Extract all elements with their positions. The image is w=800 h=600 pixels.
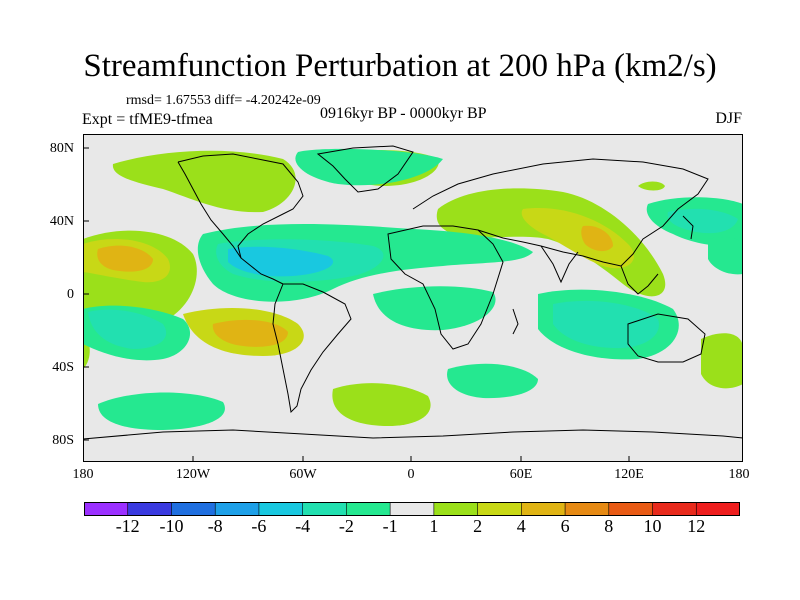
coastline-madagascar <box>512 308 519 335</box>
lon-label-180w: 180 <box>72 467 94 482</box>
contour-cyan-south-ocean <box>98 392 225 430</box>
colorbar-box-10 <box>521 502 566 516</box>
contour-cyan-east-edge <box>708 236 743 275</box>
contour-green-south-atlantic <box>332 383 431 426</box>
contour-green-eurasia <box>436 188 666 297</box>
contour-yellow-asia <box>521 208 634 269</box>
colorbar-box-0 <box>84 502 129 516</box>
coastline-africa <box>387 225 504 350</box>
colorbar-label-8: 2 <box>473 516 483 536</box>
colorbar-box-1 <box>127 502 173 516</box>
coastline-greenland <box>316 145 414 193</box>
season-label: DJF <box>715 110 742 127</box>
lon-label-60e: 60E <box>509 467 533 482</box>
stats-line: rmsd= 1.67553 diff= -4.20242e-09 <box>126 93 321 109</box>
lon-label-180e: 180 <box>728 467 750 482</box>
colorbar-box-11 <box>564 502 610 516</box>
experiment-label: Expt = tfME9-tfmea <box>82 111 213 128</box>
colorbar-label-10: 6 <box>560 516 570 536</box>
lat-label-40s: 40S <box>52 360 74 375</box>
plot-title: Streamfunction Perturbation at 200 hPa (… <box>83 48 717 84</box>
colorbar-label-13: 12 <box>687 516 706 536</box>
contour-green-small-spot <box>638 181 665 191</box>
lon-label-0: 0 <box>407 467 415 482</box>
colorbar-box-5 <box>302 502 348 516</box>
lat-label-80n: 80N <box>49 141 74 156</box>
colorbar-box-9 <box>477 502 523 516</box>
colorbar-box-2 <box>171 502 217 516</box>
contour-fills <box>83 148 743 430</box>
streamfunction-map <box>83 134 743 462</box>
colorbar-box-3 <box>214 502 260 516</box>
colorbar-box-12 <box>608 502 654 516</box>
coastline-australia <box>627 313 706 363</box>
colorbar-box-13 <box>652 502 698 516</box>
colorbar-label-11: 8 <box>604 516 614 536</box>
rmsd-value: rmsd= 1.67553 <box>126 93 211 108</box>
coastline-southeast-asia <box>620 265 659 295</box>
colorbar-box-8 <box>433 502 479 516</box>
colorbar-label-12: 10 <box>643 516 662 536</box>
colorbar-label-3: -6 <box>251 516 267 536</box>
coastline-south-america <box>272 283 352 414</box>
lat-label-0: 0 <box>67 287 74 302</box>
colorbar-label-9: 4 <box>516 516 526 536</box>
contour-green-north-pacific <box>112 150 296 213</box>
coastline-europe-asia <box>412 158 709 267</box>
contour-teal-south-pacific <box>88 309 167 349</box>
colorbar-label-4: -4 <box>295 516 311 536</box>
lon-label-120w: 120W <box>175 467 211 482</box>
coastlines <box>83 145 743 440</box>
contour-cyan-north-atlantic <box>295 148 443 186</box>
colorbar-label-6: -1 <box>382 516 398 536</box>
lon-label-60w: 60W <box>289 467 317 482</box>
coastline-japan <box>682 215 694 240</box>
contour-teal-west-pacific <box>667 208 738 234</box>
colorbar-box-4 <box>258 502 304 516</box>
colorbar-box-7 <box>389 502 435 516</box>
coastline-north-america-west <box>177 161 242 259</box>
colorbar-label-1: -10 <box>159 516 184 536</box>
contour-orange-asia <box>581 225 613 252</box>
contour-orange-pacific <box>97 245 153 272</box>
colorbar-box-14 <box>695 502 740 516</box>
period-label: 0916kyr BP - 0000kyr BP <box>320 105 487 122</box>
colorbar-label-7: 1 <box>429 516 439 536</box>
contour-teal-indian <box>553 300 659 349</box>
map-frame <box>83 134 743 462</box>
colorbar-label-0: -12 <box>115 516 140 536</box>
colorbar <box>84 502 740 516</box>
contour-green-east-pacific <box>701 333 743 389</box>
colorbar-label-2: -8 <box>207 516 223 536</box>
colorbar-boxes <box>84 502 740 516</box>
colorbar-box-6 <box>346 502 391 516</box>
lat-label-80s: 80S <box>52 433 74 448</box>
lon-label-120e: 120E <box>614 467 644 482</box>
coastline-india <box>540 245 579 284</box>
diff-value: diff= -4.20242e-09 <box>214 93 321 108</box>
coastline-north-america <box>177 153 304 285</box>
colorbar-frame <box>84 502 740 516</box>
coastline-antarctica <box>83 429 743 440</box>
lat-label-40n: 40N <box>49 214 74 229</box>
contour-cyan-south-indian <box>447 363 538 399</box>
colorbar-label-5: -2 <box>338 516 354 536</box>
contour-orange-south-america <box>212 319 288 347</box>
